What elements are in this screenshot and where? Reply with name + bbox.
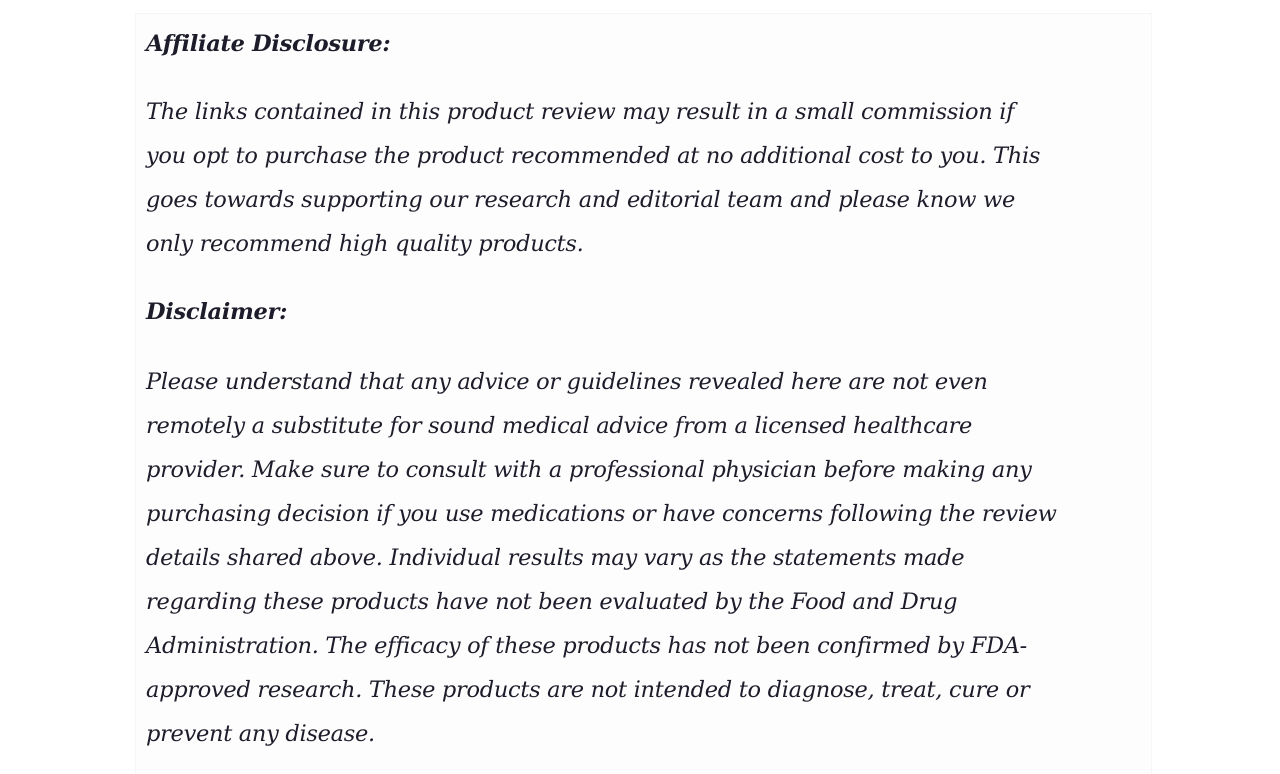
text-line: details shared above. Individual results… [146,545,965,571]
text-line: purchasing decision if you use medicatio… [146,501,1057,527]
text-line: prevent any disease. [146,721,375,747]
text-line: remotely a substitute for sound medical … [146,413,973,439]
disclaimer-paragraph: Please understand that any advice or gui… [146,360,1057,756]
text-line: The links contained in this product revi… [146,99,1015,125]
affiliate-disclosure-heading: Affiliate Disclosure: [146,31,391,57]
text-line: approved research. These products are no… [146,677,1030,703]
content-box [135,13,1152,774]
text-line: only recommend high quality products. [146,231,584,257]
text-line: Please understand that any advice or gui… [146,369,988,395]
disclaimer-heading: Disclaimer: [146,299,288,325]
text-line: Administration. The efficacy of these pr… [146,633,1027,659]
text-line: goes towards supporting our research and… [146,187,1016,213]
text-line: regarding these products have not been e… [146,589,958,615]
text-line: provider. Make sure to consult with a pr… [146,457,1032,483]
affiliate-disclosure-paragraph: The links contained in this product revi… [146,90,1057,266]
text-line: you opt to purchase the product recommen… [146,143,1041,169]
disclosure-content: Affiliate Disclosure: The links containe… [146,22,1057,756]
